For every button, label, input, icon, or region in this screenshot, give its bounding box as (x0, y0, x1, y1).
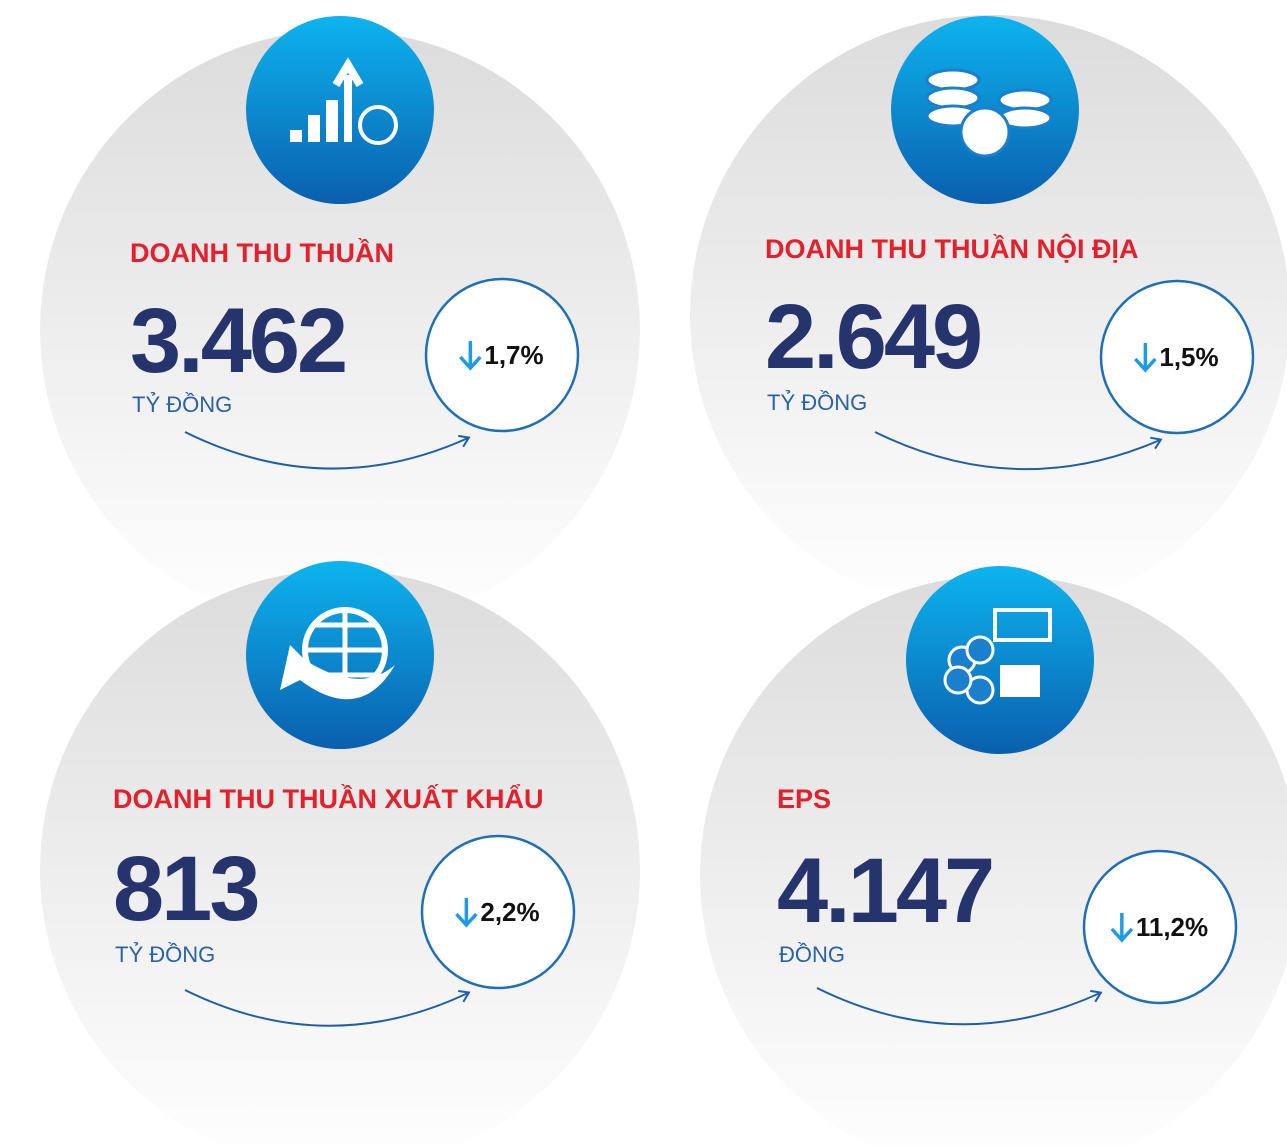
card-unit: ĐỒNG (779, 942, 845, 967)
change-value: 2,2% (480, 897, 539, 927)
change-value: 11,2% (1136, 912, 1208, 942)
icon-bar (326, 100, 338, 142)
icon-coin (943, 665, 973, 695)
down-arrow (459, 341, 482, 371)
card-value: 4.147 (777, 840, 992, 942)
down-arrow (455, 898, 478, 928)
growth-arrow (184, 989, 471, 1027)
icon-bar (308, 115, 320, 142)
card-background (40, 30, 640, 630)
card-unit: TỶ ĐỒNG (132, 392, 232, 417)
growth-arrow (874, 431, 1163, 471)
growth-arrow (816, 987, 1103, 1026)
down-arrow (1110, 913, 1134, 943)
icon-circle (246, 16, 434, 204)
card-title: DOANH THU THUẦN XUẤT KHẨU (113, 783, 543, 814)
card-title: DOANH THU THUẦN (130, 237, 394, 268)
change-circle (420, 834, 576, 990)
change-value: 1,5% (1159, 342, 1218, 372)
card-background (40, 570, 640, 1145)
change-value: 1,7% (484, 340, 543, 370)
card-title: DOANH THU THUẦN NỘI ĐỊA (765, 233, 1138, 264)
icon-bar (290, 130, 302, 142)
icon-coin (358, 105, 398, 145)
icon-swoosh (280, 645, 395, 700)
icon-pot (1000, 665, 1040, 697)
icon-circle (906, 566, 1094, 754)
change-circle (1082, 849, 1238, 1005)
card-unit: TỶ ĐỒNG (115, 942, 215, 967)
growth-arrow (184, 431, 471, 470)
card-background (700, 575, 1287, 1145)
change-circle (424, 277, 580, 433)
icon-circle (246, 561, 434, 749)
card-title: EPS (777, 784, 831, 814)
card-background (690, 15, 1287, 615)
card-value: 813 (113, 838, 258, 940)
icon-percent (959, 106, 1011, 158)
icon-coin (965, 635, 995, 665)
icon-arrow (332, 57, 364, 142)
icon-globe-lines (305, 610, 385, 690)
down-arrow (1134, 343, 1157, 373)
change-circle (1099, 279, 1255, 435)
card-value: 3.462 (130, 290, 345, 392)
card-unit: TỶ ĐỒNG (767, 390, 867, 415)
card-value: 2.649 (765, 286, 980, 388)
icon-bill (993, 608, 1052, 642)
